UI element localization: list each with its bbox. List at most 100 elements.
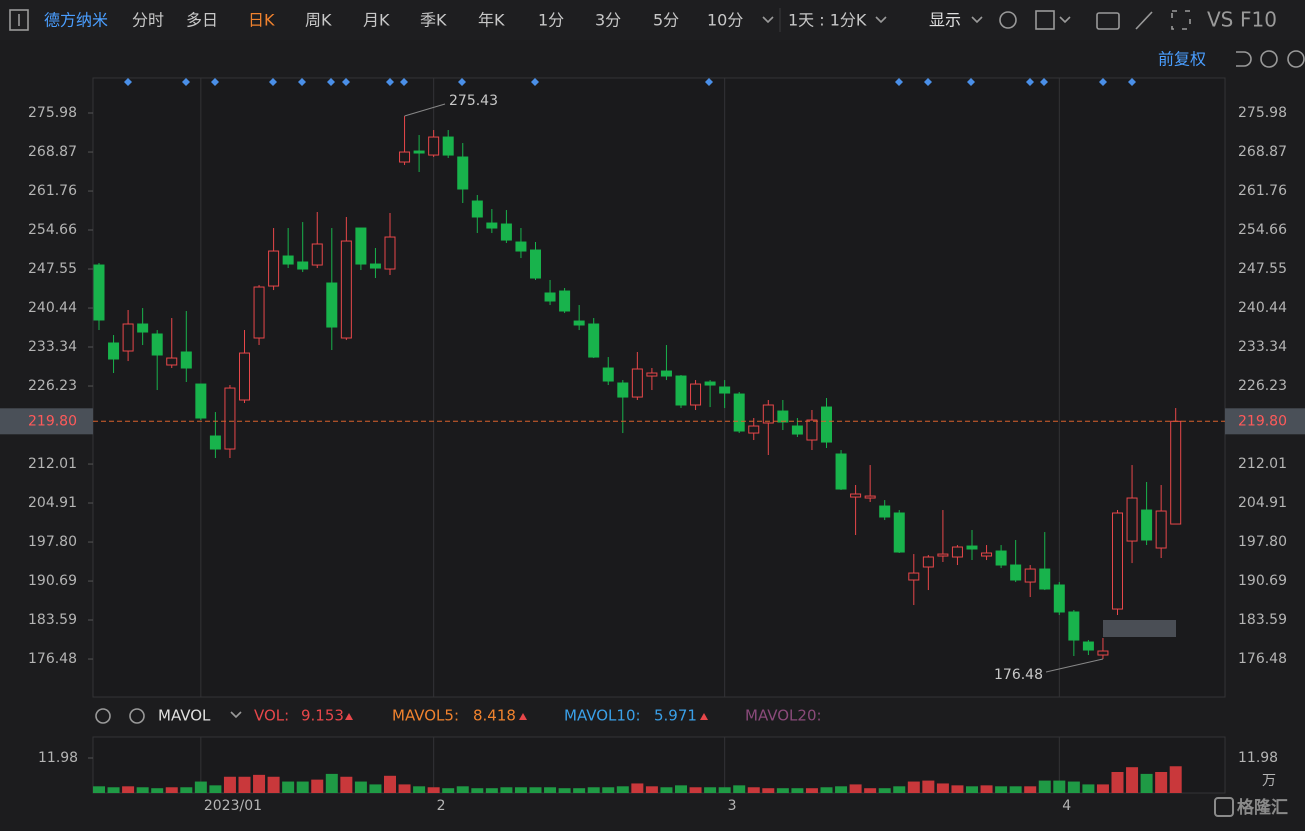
up-arrow <box>700 713 708 720</box>
volume-bar <box>762 788 775 793</box>
candle-body <box>544 292 556 302</box>
volume-bar <box>194 781 207 793</box>
volume-bar <box>645 786 658 793</box>
tab[interactable]: 3分 <box>595 11 621 30</box>
candle-body <box>1141 509 1153 541</box>
event-marker <box>458 78 466 86</box>
candle-body <box>864 495 876 499</box>
volume-bar <box>180 787 193 793</box>
candle-body <box>631 368 643 398</box>
tab[interactable]: 月K <box>363 11 390 30</box>
y-tick-label: 233.34 <box>1238 339 1287 355</box>
event-marker <box>182 78 190 86</box>
event-marker <box>1040 78 1048 86</box>
camera-icon[interactable] <box>1096 12 1120 30</box>
y-tick-label: 268.87 <box>28 144 77 160</box>
volume-bar <box>311 779 324 793</box>
volume-bar <box>849 784 862 793</box>
display-menu[interactable]: 显示 <box>929 11 961 30</box>
zoom-out-icon[interactable] <box>1260 50 1278 68</box>
mavol5-label: MAVOL5: <box>392 707 459 725</box>
candle-body <box>588 323 600 358</box>
volume-bar <box>296 781 309 793</box>
f10-button[interactable]: F10 <box>1240 8 1277 32</box>
volume-bar <box>1067 781 1080 793</box>
tab-active[interactable]: 日K <box>248 11 275 30</box>
candle-body <box>93 264 105 321</box>
volume-bar <box>107 787 120 793</box>
dropdown[interactable] <box>230 711 242 719</box>
zoom-in-icon[interactable] <box>1287 50 1305 68</box>
indicator-settings[interactable] <box>95 708 111 724</box>
candle-body <box>195 383 207 419</box>
tab[interactable]: 季K <box>420 11 447 30</box>
y-tick-label: 240.44 <box>28 300 77 316</box>
event-marker <box>1099 78 1107 86</box>
undo-icon[interactable] <box>1236 51 1252 67</box>
candle-body <box>297 261 309 270</box>
draw-icon[interactable] <box>1135 11 1153 30</box>
watermark-logo <box>1214 797 1234 817</box>
volume-bar <box>500 787 513 793</box>
y-tick-label: 247.55 <box>1238 261 1287 277</box>
stock-name[interactable]: 德方纳米 <box>44 11 108 30</box>
price-tag <box>0 408 93 435</box>
volume-bar <box>442 788 455 793</box>
event-marker <box>124 78 132 86</box>
vs-button[interactable]: VS <box>1207 8 1233 32</box>
candle-body <box>893 512 905 553</box>
tab[interactable]: 10分 <box>707 11 743 30</box>
period-select[interactable]: 1天 : 1分K <box>788 11 867 30</box>
x-tick-label: 4 <box>1062 798 1071 814</box>
y-tick-label: 268.87 <box>1238 144 1287 160</box>
volume-bar <box>675 785 687 793</box>
layout-icon[interactable] <box>1035 10 1055 30</box>
indicator-name[interactable]: MAVOL <box>158 707 211 725</box>
tab[interactable]: 周K <box>305 11 332 30</box>
y-tick-label: 247.55 <box>28 261 77 277</box>
event-marker <box>705 78 713 86</box>
sidebar-toggle[interactable] <box>9 9 29 31</box>
fullscreen-icon[interactable] <box>1171 10 1191 30</box>
mavol5-value: 8.418 <box>473 707 516 725</box>
candle-body <box>108 342 120 360</box>
tab[interactable]: 5分 <box>653 11 679 30</box>
volume-bar <box>1096 784 1109 793</box>
settings-icon[interactable] <box>999 11 1017 29</box>
volume-bar <box>151 788 164 793</box>
volume-bar <box>282 781 295 793</box>
candle-body <box>1097 650 1109 656</box>
tab[interactable]: 分时 <box>132 11 164 30</box>
candle-body <box>180 351 192 369</box>
volume-bar <box>369 784 382 793</box>
candle-body <box>690 383 702 406</box>
candle-body <box>1112 512 1123 610</box>
volume-bar <box>1169 766 1182 793</box>
dropdown[interactable] <box>1059 16 1071 24</box>
candle-body <box>224 387 236 450</box>
volume-bar <box>995 786 1008 793</box>
volume-bar <box>893 786 906 793</box>
candle-body <box>1082 641 1094 651</box>
dropdown[interactable] <box>971 16 983 24</box>
adjust-mode[interactable]: 前复权 <box>1158 50 1206 69</box>
dropdown[interactable] <box>762 16 774 24</box>
volume-bar <box>878 788 891 793</box>
tab[interactable]: 1分 <box>538 11 564 30</box>
candle-body <box>675 375 687 406</box>
volume-bar <box>1126 767 1139 793</box>
indicator-close[interactable] <box>129 708 145 724</box>
candle-body <box>646 372 658 377</box>
volume-bar <box>456 786 469 793</box>
tab[interactable]: 多日 <box>186 11 218 30</box>
volume-bar <box>907 781 920 793</box>
volume-bar <box>587 787 600 793</box>
watermark: 格隆汇 <box>1237 797 1288 818</box>
dropdown[interactable] <box>875 16 887 24</box>
tab[interactable]: 年K <box>478 11 505 30</box>
candle-body <box>151 333 163 356</box>
mavol10-value: 5.971 <box>654 707 697 725</box>
volume-bar <box>1140 773 1153 793</box>
volume-bar <box>122 786 135 793</box>
candle-body <box>981 552 993 557</box>
